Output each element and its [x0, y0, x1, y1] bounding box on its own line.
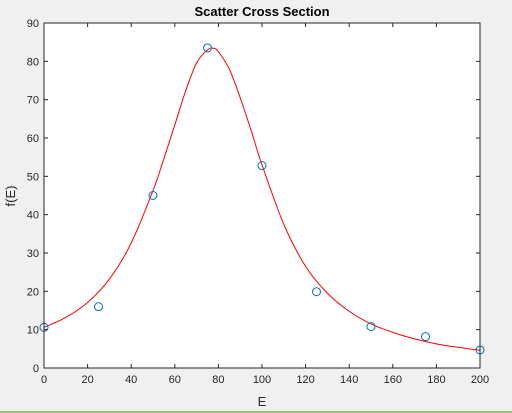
y-tick-label: 30: [27, 248, 39, 260]
x-tick-label: 60: [169, 374, 181, 386]
x-tick-label: 40: [125, 374, 137, 386]
y-tick-label: 40: [27, 210, 39, 222]
data-point-marker: [366, 322, 376, 332]
y-tick-label: 70: [27, 95, 39, 107]
data-point-marker: [421, 332, 430, 342]
x-tick-label: 20: [81, 374, 93, 386]
y-tick-label: 0: [33, 363, 39, 375]
y-tick-label: 80: [27, 56, 39, 68]
y-tick-label: 60: [27, 133, 39, 145]
data-point-marker: [257, 161, 267, 171]
y-tick-label: 50: [27, 171, 39, 183]
data-point-marker: [312, 287, 321, 297]
x-axis-label: E: [258, 394, 267, 409]
data-point-marker: [148, 191, 158, 200]
x-tick-label: 200: [471, 374, 489, 386]
y-tick-label: 20: [27, 286, 39, 298]
data-point-marker: [94, 302, 103, 312]
fit-curve-line: [43, 47, 481, 351]
y-tick-label: 90: [27, 18, 39, 30]
x-tick-label: 100: [253, 374, 271, 386]
x-tick-label: 0: [41, 374, 47, 386]
tick-layer: 0 20 40 60 80 100 120 140 160 180 200 0 10 20 30 40 50 60…: [27, 18, 489, 386]
axes-background: [44, 23, 480, 368]
chart-title: Scatter Cross Section: [194, 4, 329, 19]
x-tick-label: 180: [427, 374, 445, 386]
x-tick-label: 160: [384, 374, 402, 386]
x-tick-label: 120: [296, 374, 314, 386]
y-tick-label: 10: [27, 325, 39, 337]
y-axis-label: f(E): [3, 186, 18, 207]
fit-curve-layer: [43, 47, 481, 351]
window-bottom-bar: [0, 411, 512, 413]
x-tick-label: 140: [340, 374, 358, 386]
x-tick-label: 80: [212, 374, 224, 386]
data-point-marker: [203, 43, 212, 53]
